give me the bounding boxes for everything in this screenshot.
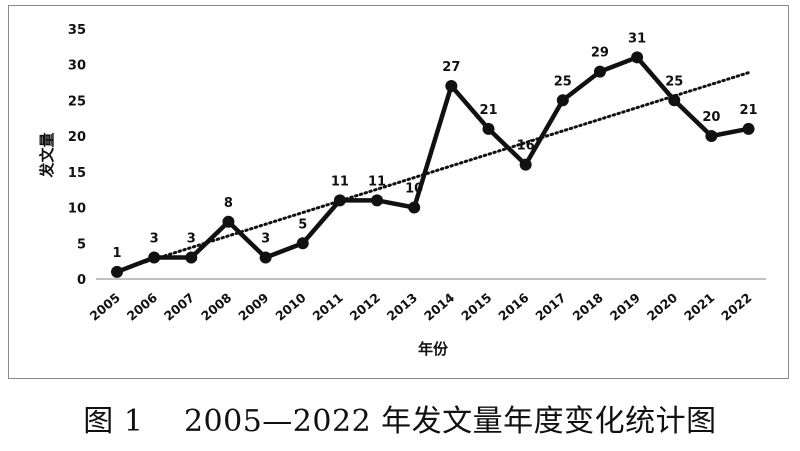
data-point bbox=[742, 122, 755, 135]
x-tick-label: 2007 bbox=[161, 290, 197, 324]
data-label: 3 bbox=[150, 232, 159, 247]
y-tick-label: 25 bbox=[68, 94, 86, 109]
data-point bbox=[185, 251, 198, 264]
axis-titles: 年份 发文量 bbox=[38, 132, 449, 358]
chart-frame bbox=[8, 5, 789, 379]
x-tick-label: 2016 bbox=[495, 290, 532, 324]
data-point bbox=[371, 194, 384, 207]
x-tick-label: 2009 bbox=[235, 290, 271, 324]
data-point bbox=[408, 201, 421, 214]
data-point bbox=[519, 158, 532, 171]
y-tick-label: 20 bbox=[68, 130, 86, 145]
y-tick-label: 10 bbox=[68, 202, 86, 217]
data-label: 27 bbox=[442, 60, 460, 75]
data-label: 21 bbox=[479, 103, 497, 118]
data-label: 11 bbox=[368, 174, 386, 189]
x-tick-label: 2011 bbox=[310, 290, 346, 324]
y-tick-label: 0 bbox=[77, 273, 86, 288]
x-axis-title: 年份 bbox=[418, 340, 449, 358]
x-tick-label: 2020 bbox=[644, 290, 681, 324]
data-point bbox=[445, 79, 458, 92]
figure-caption: 图 1 2005—2022 年发文量年度变化统计图 bbox=[83, 404, 717, 439]
data-label: 11 bbox=[331, 174, 349, 189]
data-label: 10 bbox=[405, 182, 423, 197]
x-tick-label: 2014 bbox=[421, 290, 458, 324]
y-tick-label: 5 bbox=[77, 237, 86, 252]
data-label: 16 bbox=[517, 139, 535, 154]
data-point bbox=[705, 130, 718, 142]
y-axis-title: 发文量 bbox=[38, 132, 56, 178]
data-point bbox=[593, 65, 606, 78]
data-label: 20 bbox=[702, 110, 720, 125]
data-label: 21 bbox=[740, 103, 758, 118]
data-point bbox=[148, 251, 161, 264]
data-labels: 1 3 3 8 3 5 11 11 10 27 21 16 25 29 31 25 20 21 bbox=[112, 31, 757, 261]
data-point bbox=[296, 237, 309, 250]
data-label: 31 bbox=[628, 31, 646, 46]
data-label: 3 bbox=[261, 232, 270, 247]
x-tick-label: 2015 bbox=[458, 290, 494, 324]
data-label: 1 bbox=[112, 246, 121, 261]
trendline-line bbox=[115, 71, 751, 273]
data-point bbox=[222, 215, 235, 228]
x-tick-label: 2008 bbox=[198, 290, 234, 324]
data-point bbox=[556, 94, 569, 107]
trendline bbox=[115, 71, 751, 273]
data-label: 8 bbox=[224, 196, 233, 211]
data-point bbox=[111, 265, 123, 278]
y-tick-labels: 0 5 10 15 20 25 30 35 bbox=[68, 23, 86, 288]
data-point bbox=[631, 51, 644, 64]
x-tick-labels: 2005 2006 2007 2008 2009 2010 2011 2012 2013 2014… bbox=[87, 290, 755, 324]
x-tick-label: 2019 bbox=[607, 290, 643, 324]
x-tick-label: 2010 bbox=[272, 290, 309, 324]
y-tick-label: 30 bbox=[68, 59, 86, 74]
data-point bbox=[333, 194, 346, 207]
y-tick-label: 35 bbox=[68, 23, 86, 38]
x-tick-label: 2022 bbox=[718, 290, 754, 324]
y-tick-label: 15 bbox=[68, 166, 86, 181]
data-point bbox=[259, 251, 272, 264]
data-label: 3 bbox=[187, 232, 196, 247]
data-label: 25 bbox=[554, 74, 572, 89]
x-tick-label: 2013 bbox=[384, 290, 420, 324]
x-tick-label: 2006 bbox=[124, 290, 161, 324]
x-tick-label: 2021 bbox=[681, 290, 717, 324]
data-series bbox=[111, 51, 755, 278]
x-tick-label: 2017 bbox=[532, 290, 568, 324]
x-tick-label: 2018 bbox=[570, 290, 606, 324]
data-point bbox=[482, 122, 495, 135]
x-tick-label: 2012 bbox=[347, 290, 383, 324]
series-line bbox=[116, 55, 749, 274]
data-label: 25 bbox=[665, 74, 683, 89]
data-label: 5 bbox=[298, 217, 307, 232]
data-label: 29 bbox=[591, 46, 609, 61]
data-point bbox=[668, 94, 681, 107]
x-tick-label: 2005 bbox=[87, 290, 123, 324]
